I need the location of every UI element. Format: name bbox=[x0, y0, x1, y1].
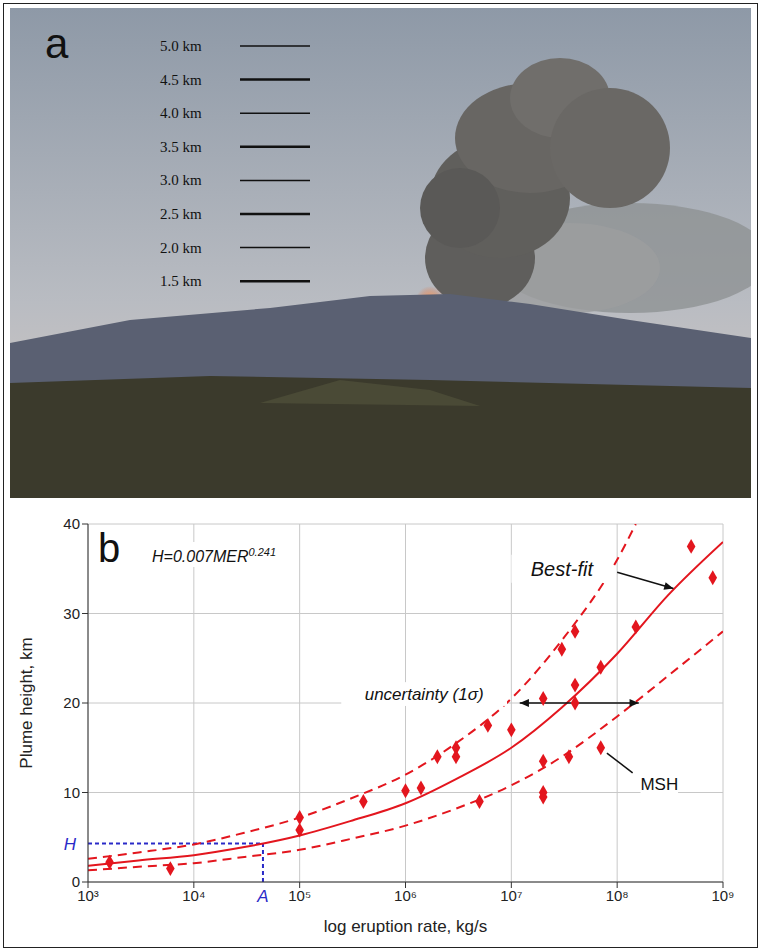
html-text:b: b bbox=[98, 526, 121, 570]
svg-text:10⁷: 10⁷ bbox=[500, 887, 522, 904]
svg-text:10⁴: 10⁴ bbox=[182, 887, 205, 904]
svg-text:A: A bbox=[256, 887, 268, 906]
svg-text:a: a bbox=[45, 20, 69, 67]
svg-text:Best-fit: Best-fit bbox=[531, 558, 595, 580]
svg-text:4.0 km: 4.0 km bbox=[160, 105, 202, 121]
svg-text:0: 0 bbox=[72, 873, 80, 890]
svg-text:2.5 km: 2.5 km bbox=[160, 206, 202, 222]
svg-text:30: 30 bbox=[63, 605, 80, 622]
svg-text:5.0 km: 5.0 km bbox=[160, 38, 202, 54]
svg-text:3.5 km: 3.5 km bbox=[160, 139, 202, 155]
svg-text:H: H bbox=[64, 835, 77, 854]
svg-text:Plume height, km: Plume height, km bbox=[17, 637, 36, 768]
svg-text:10⁹: 10⁹ bbox=[711, 887, 734, 904]
svg-text:20: 20 bbox=[63, 694, 80, 711]
svg-text:log eruption rate, kg/s: log eruption rate, kg/s bbox=[324, 917, 487, 936]
svg-text:MSH: MSH bbox=[640, 775, 678, 794]
svg-text:3.0 km: 3.0 km bbox=[160, 172, 202, 188]
svg-text:10⁵: 10⁵ bbox=[288, 887, 311, 904]
html-text:H=0.007MER0.241: H=0.007MER0.241 bbox=[152, 546, 276, 566]
svg-text:2.0 km: 2.0 km bbox=[160, 240, 202, 256]
svg-text:10⁶: 10⁶ bbox=[394, 887, 417, 904]
svg-text:10⁸: 10⁸ bbox=[606, 887, 629, 904]
svg-text:4.5 km: 4.5 km bbox=[160, 72, 202, 88]
svg-text:10³: 10³ bbox=[77, 887, 99, 904]
svg-text:uncertainty (1σ): uncertainty (1σ) bbox=[365, 685, 484, 704]
svg-text:10: 10 bbox=[63, 784, 80, 801]
svg-text:1.5 km: 1.5 km bbox=[160, 273, 202, 289]
svg-text:40: 40 bbox=[63, 515, 80, 532]
